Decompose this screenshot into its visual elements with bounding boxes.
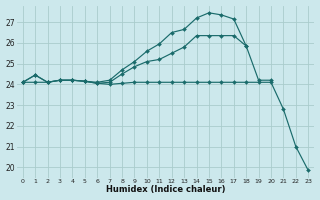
- X-axis label: Humidex (Indice chaleur): Humidex (Indice chaleur): [106, 185, 225, 194]
